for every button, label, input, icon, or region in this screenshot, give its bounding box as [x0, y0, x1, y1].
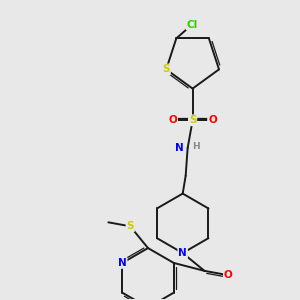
Text: N: N	[118, 258, 127, 268]
Text: O: O	[208, 115, 217, 125]
Text: O: O	[168, 115, 177, 125]
Text: N: N	[178, 248, 187, 258]
Text: Cl: Cl	[187, 20, 198, 29]
Text: N: N	[175, 143, 184, 153]
Text: H: H	[192, 142, 200, 151]
Text: S: S	[126, 221, 134, 231]
Text: O: O	[224, 270, 233, 280]
Text: S: S	[163, 64, 170, 74]
Text: S: S	[189, 115, 196, 125]
